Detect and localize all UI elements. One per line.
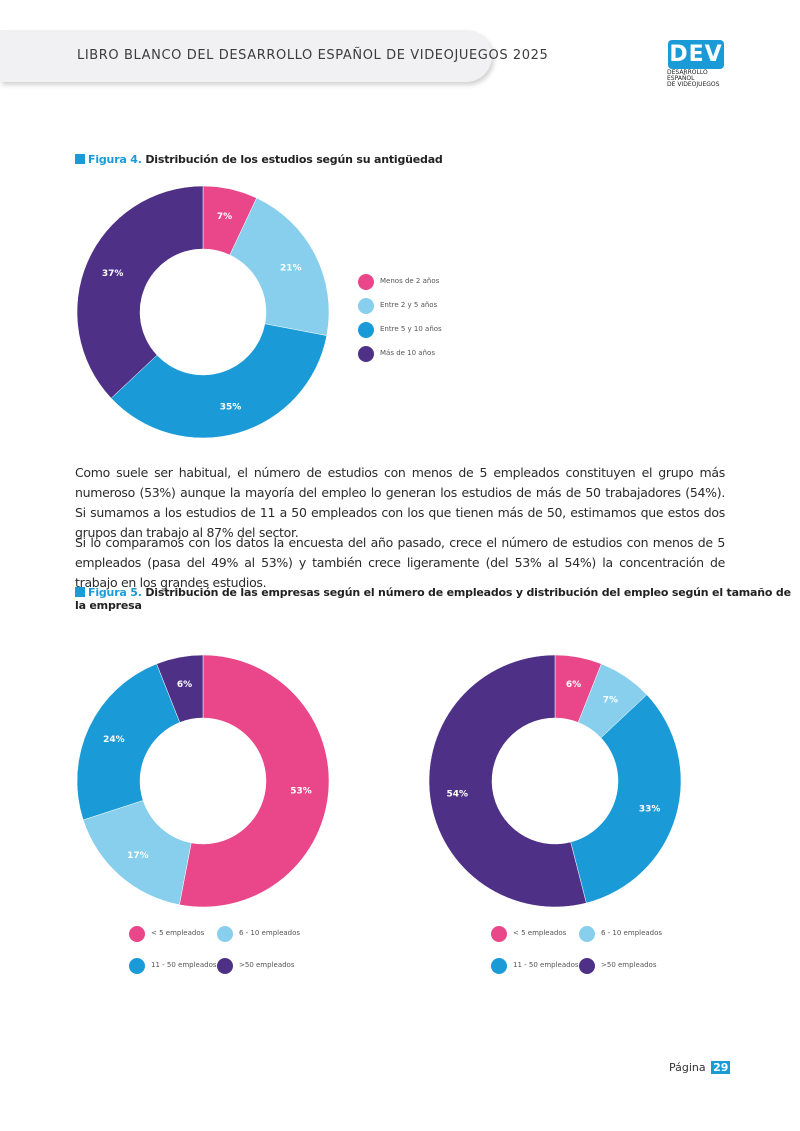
slice-label-2-2: 33% — [639, 804, 661, 814]
slice-label-0-0: 7% — [217, 212, 232, 222]
logo-mark: DEV — [668, 40, 724, 69]
figure-4-title: Distribución de los estudios según su an… — [145, 153, 443, 166]
legend-dot-icon — [217, 958, 233, 974]
donut-slice-1-3 — [156, 654, 204, 723]
slice-label-2-0: 6% — [566, 680, 581, 690]
donut-chart-antiguedad: 7% 21% 35% 37% — [76, 185, 330, 439]
legend-label: Entre 5 y 10 años — [380, 325, 442, 333]
legend-label: 6 - 10 empleados — [601, 929, 663, 937]
legend-label: 11 - 50 empleados — [513, 961, 579, 969]
donut-chart-empleo: 6% 7% 33% 54% — [428, 654, 682, 908]
caption-square-icon — [75, 154, 85, 164]
paragraph-1: Como suele ser habitual, el número de es… — [75, 465, 725, 540]
donut-slice-1-0 — [179, 654, 330, 908]
figure-4-number: Figura 4. — [88, 153, 142, 166]
legend-label: < 5 empleados — [151, 929, 205, 937]
slice-label-0-3: 37% — [102, 269, 124, 279]
donut-slice-0-1 — [229, 197, 330, 336]
page-number-value: 29 — [711, 1061, 731, 1074]
legend-dot-icon — [579, 926, 595, 942]
figure-4-caption: Figura 4. Distribución de los estudios s… — [75, 153, 443, 166]
page-number: Página 29 — [669, 1061, 731, 1074]
figure-5-caption: Figura 5. Distribución de las empresas s… — [75, 586, 800, 612]
page-label: Página — [669, 1061, 706, 1074]
caption-square-icon — [75, 587, 85, 597]
legend-label: Menos de 2 años — [380, 277, 440, 285]
figure-5-title: Distribución de las empresas según el nú… — [75, 586, 791, 612]
slice-label-0-2: 35% — [220, 403, 242, 413]
donut-slice-0-2 — [110, 323, 328, 439]
legend-dot-icon — [217, 926, 233, 942]
logo-line-2: DE VIDEOJUEGOS — [667, 81, 720, 88]
legend-dot-icon — [358, 274, 374, 290]
slice-label-0-1: 21% — [280, 263, 302, 273]
legend-antiguedad: Menos de 2 años Entre 2 y 5 años Entre 5 y… — [358, 274, 518, 364]
slice-label-1-3: 6% — [177, 680, 192, 690]
legend-label: >50 empleados — [239, 961, 295, 969]
legend-dot-icon — [358, 298, 374, 314]
header-title: LIBRO BLANCO DEL DESARROLLO ESPAÑOL DE V… — [77, 48, 549, 63]
donut-slice-2-3 — [428, 654, 587, 908]
legend-dot-icon — [358, 346, 374, 362]
slice-label-2-1: 7% — [603, 696, 618, 706]
legend-empresas: < 5 empleados 6 - 10 empleados 11 - 50 emp… — [129, 926, 329, 976]
donut-slice-1-2 — [76, 663, 181, 821]
legend-dot-icon — [491, 926, 507, 942]
donut-slice-2-2 — [570, 694, 682, 904]
dev-logo: DEV DESARROLLO ESPAÑOL DE VIDEOJUEGOS — [667, 40, 727, 88]
legend-label: 11 - 50 empleados — [151, 961, 217, 969]
paragraph-2: Si lo comparamos con los datos la encues… — [75, 535, 725, 590]
logo-line-1: DESARROLLO ESPAÑOL — [667, 69, 708, 82]
slice-label-1-1: 17% — [127, 851, 149, 861]
legend-empleo: < 5 empleados 6 - 10 empleados 11 - 50 emp… — [491, 926, 691, 976]
figure-5-number: Figura 5. — [88, 586, 142, 599]
donut-chart-empresas: 53% 17% 24% 6% — [76, 654, 330, 908]
legend-dot-icon — [358, 322, 374, 338]
donut-slice-0-3 — [76, 185, 204, 399]
legend-label: 6 - 10 empleados — [239, 929, 301, 937]
logo-subtitle: DESARROLLO ESPAÑOL DE VIDEOJUEGOS — [667, 70, 727, 88]
slice-label-1-2: 24% — [103, 735, 125, 745]
legend-dot-icon — [491, 958, 507, 974]
slice-label-2-3: 54% — [447, 789, 469, 799]
legend-label: Entre 2 y 5 años — [380, 301, 438, 309]
legend-dot-icon — [129, 958, 145, 974]
legend-dot-icon — [129, 926, 145, 942]
legend-label: Más de 10 años — [380, 349, 435, 357]
header-bar — [0, 30, 492, 82]
legend-label: >50 empleados — [601, 961, 657, 969]
legend-label: < 5 empleados — [513, 929, 567, 937]
slice-label-1-0: 53% — [290, 786, 312, 796]
legend-dot-icon — [579, 958, 595, 974]
